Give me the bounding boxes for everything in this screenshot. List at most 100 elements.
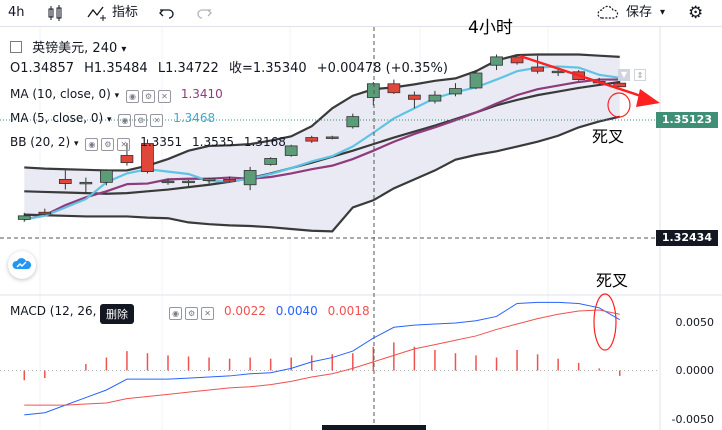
candle-body [100,170,113,183]
tradingview-logo[interactable] [8,251,36,279]
interval-selector[interactable]: 4h [8,5,25,20]
scroll-up-down-button[interactable]: ⇕ [634,69,646,81]
delete-tooltip: 删除 [100,304,134,324]
ma10-line [24,78,620,221]
candle-body [305,137,319,142]
ma5-legend: MA (5, close, 0) ▾ ◉ ⚙ ✕ 1.3468 [10,110,215,127]
candle-body [182,180,195,184]
ma10-label[interactable]: MA (10, close, 0) [10,87,111,101]
settings-icon[interactable]: ⚙ [101,138,115,151]
ohlc-legend: O1.34857 H1.35484 L1.34722 收=1.35340 +0.… [10,61,448,77]
macd-label[interactable]: MACD (12, 26, [10,304,97,318]
macd-axis-label: -0.0050 [671,413,714,426]
high-value: H1.35484 [84,61,148,76]
close-icon[interactable]: ✕ [117,138,131,151]
chevron-down-icon[interactable]: ▾ [121,44,127,55]
bb-legend: BB (20, 2) ▾ ◉ ⚙ ✕ 1.3351 1.3535 1.3168 [10,134,286,151]
candle-body [161,180,175,184]
macd-signal-value: 0.0018 [327,304,370,318]
candle-body [120,155,134,164]
candle-body [613,82,627,88]
macd-line-value: 0.0040 [275,304,318,318]
scroll-down-button[interactable]: ▼ [618,69,630,81]
price-chart[interactable] [0,27,722,430]
annotation-circle-macd [593,293,617,351]
save-button[interactable]: 保存 [626,5,653,20]
symbol-timeframe: 240 [92,41,118,56]
macd-line [24,301,620,416]
macd-axis-label: 0.0000 [675,364,715,377]
eye-icon[interactable]: ◉ [118,114,132,127]
candle-body [366,83,380,98]
candle-body [531,66,544,72]
top-toolbar: 4h 指标 保存 ▾ ⚙ [0,0,722,27]
bb-label[interactable]: BB (20, 2) [10,135,71,149]
bb-upper-value: 1.3535 [192,135,235,149]
symbol-legend: 英镑美元, 240 ▾ [10,41,126,57]
chevron-down-icon[interactable]: ▾ [107,115,112,125]
chevron-down-icon[interactable]: ▾ [74,139,79,149]
low-value: L1.34722 [157,61,219,76]
candle-body [449,88,462,95]
cloud-logo-icon [12,258,32,269]
eye-icon[interactable]: ◉ [126,90,139,103]
candle-body [243,170,257,186]
eye-icon[interactable]: ◉ [169,307,183,320]
macd-axis-label: 0.0050 [675,316,715,329]
candle-body [79,181,93,185]
candle-body [58,178,72,184]
annotation-title: 4小时 [468,18,513,38]
candle-body [551,70,565,74]
settings-icon[interactable]: ⚙ [185,307,199,320]
bb-lower-line [24,115,620,233]
bb-fill [24,54,620,232]
settings-icon[interactable]: ⚙ [142,90,155,103]
annotation-arrow-head [636,89,660,107]
chart-area[interactable]: 英镑美元, 240 ▾ O1.34857 H1.35484 L1.34722 收… [0,18,722,430]
close-icon[interactable]: ✕ [201,307,215,320]
gear-icon[interactable]: ⚙ [688,3,704,23]
candle-body [284,145,298,156]
annotation-circle-price [607,92,631,118]
bb-basis-value: 1.3351 [140,135,183,149]
current-price-tag: 1.35123 [655,112,718,128]
macd-signal-line [24,309,620,406]
candle-body [264,158,278,165]
chevron-down-icon[interactable]: ▾ [660,7,666,18]
eye-icon[interactable]: ◉ [85,138,99,151]
settings-icon[interactable]: ⚙ [134,114,148,127]
bb-lower-value: 1.3168 [243,135,286,149]
ma10-legend: MA (10, close, 0) ▾ ◉ ⚙ ✕ 1.3410 [10,86,223,103]
candle-body [510,56,524,64]
candle-body [469,72,483,89]
candle-body [38,211,52,215]
candle-body [490,56,503,66]
chevron-down-icon[interactable]: ▾ [114,91,120,101]
candle-body [141,143,154,173]
candle-body [223,178,236,182]
candle-body [428,94,442,102]
annotation-arrow-line [519,54,651,101]
candle-body [202,178,216,181]
candle-body [387,83,401,94]
close-icon[interactable]: ✕ [158,90,171,103]
ma5-line [24,65,620,221]
ma5-label[interactable]: MA (5, close, 0) [10,111,104,125]
candle-body [17,215,31,220]
annotation-death-cross-2: 死叉 [596,271,629,290]
candle-body [408,94,421,100]
close-value: 收=1.35340 [228,61,307,76]
crosshair-time-tag [322,425,426,430]
macd-hist-value: 0.0022 [223,304,266,318]
indicators-button[interactable]: 指标 [112,5,139,20]
close-icon[interactable]: ✕ [150,114,164,127]
change-value: +0.00478 (+0.35%) [316,61,448,76]
ma10-value: 1.3410 [180,87,223,101]
collapse-icon[interactable] [10,41,22,53]
open-value: O1.34857 [10,61,74,76]
crosshair-price-tag: 1.32434 [655,230,718,246]
candle-body [346,116,360,128]
candle-body [325,136,339,139]
macd-legend: MACD (12, 26, ◉ ⚙ ✕ 0.0022 0.0040 0.0018 [10,303,370,320]
symbol-name[interactable]: 英镑美元 [32,41,85,56]
